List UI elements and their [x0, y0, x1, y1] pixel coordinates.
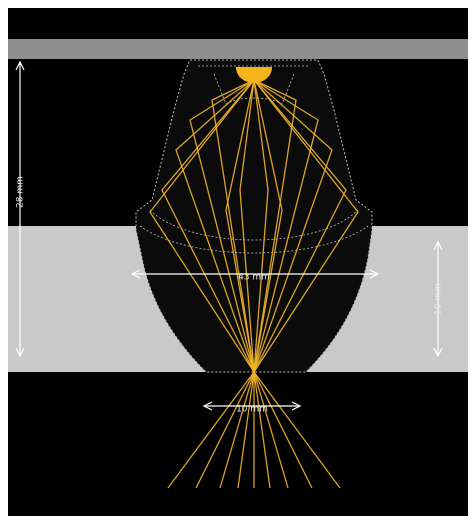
light-ray	[253, 371, 271, 489]
light-ray	[161, 79, 255, 373]
light-ray	[253, 79, 333, 373]
light-ray	[253, 79, 269, 373]
light-ray	[253, 79, 319, 373]
light-ray	[253, 79, 297, 373]
dimension-label-width-bottom: 10 mm	[236, 405, 268, 415]
light-ray	[253, 79, 283, 373]
light-ray	[237, 371, 255, 489]
light-ray	[175, 79, 255, 373]
light-ray	[167, 371, 255, 489]
dimension-label-height-right: 10 mm	[434, 283, 444, 315]
light-rays	[149, 79, 359, 489]
light-ray	[189, 79, 255, 373]
dimension-label-width-mid: 43 mm	[238, 273, 270, 283]
light-ray	[211, 79, 255, 373]
dimension-height-right: 10 mm	[433, 240, 444, 358]
light-ray	[253, 79, 347, 373]
light-ray	[253, 371, 341, 489]
dimension-width-bottom: 10 mm	[202, 401, 302, 415]
dimension-height-left: 28 mm	[15, 60, 26, 358]
light-ray	[239, 79, 255, 373]
light-ray	[225, 79, 255, 373]
light-source	[236, 67, 272, 83]
lens-inner-outline	[139, 65, 369, 254]
light-ray	[253, 371, 313, 489]
light-ray	[253, 371, 289, 489]
dimension-label-height-left: 28 mm	[16, 176, 26, 208]
light-ray	[195, 371, 255, 489]
light-ray	[253, 79, 359, 373]
light-ray	[219, 371, 255, 489]
dimension-width-mid: 43 mm	[130, 269, 380, 283]
light-ray	[149, 79, 255, 373]
top-plate	[8, 39, 468, 59]
